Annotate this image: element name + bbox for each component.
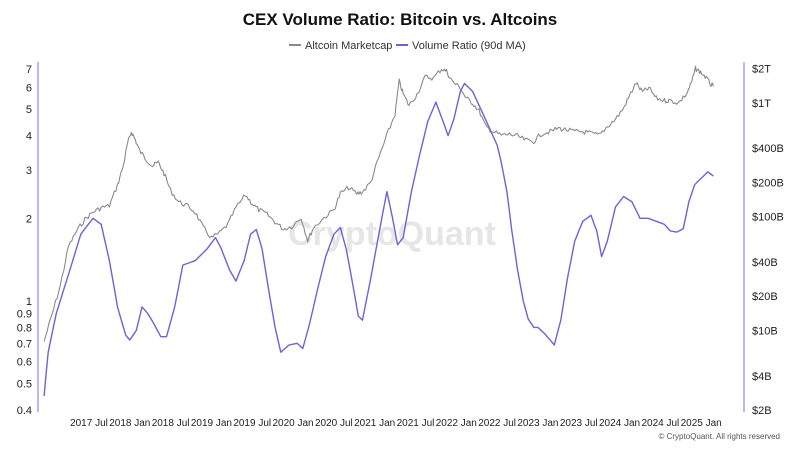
right-tick-label: $100B (752, 212, 784, 224)
left-tick-label: 1 (26, 296, 32, 308)
chart-title: CEX Volume Ratio: Bitcoin vs. Altcoins (243, 10, 558, 29)
left-tick-label: 0.8 (17, 322, 32, 334)
left-tick-label: 4 (26, 131, 32, 143)
left-tick-label: 7 (26, 64, 32, 76)
right-tick-label: $400B (752, 143, 784, 155)
copyright-footer: © CryptoQuant. All rights reserved (659, 432, 781, 441)
legend-label-volume-ratio: Volume Ratio (90d MA) (412, 40, 526, 52)
x-axis-ticks: 2017 Jul 2018 Jan 2018 Jul 2019 Jan 2019 Jul… (70, 418, 722, 429)
left-tick-label: 0.5 (17, 378, 32, 390)
x-tick-label: 2022 Jan (436, 418, 477, 429)
watermark: CryptoQuant (288, 215, 496, 253)
right-tick-label: $200B (752, 177, 784, 189)
legend-label-altcoin-marketcap: Altcoin Marketcap (305, 40, 392, 52)
x-tick-label: 2022 Jul (478, 418, 516, 429)
right-tick-label: $40B (752, 257, 778, 269)
x-tick-label: 2024 Jan (599, 418, 640, 429)
left-tick-label: 3 (26, 165, 32, 177)
x-tick-label: 2023 Jul (560, 418, 598, 429)
x-tick-label: 2017 Jul (70, 418, 108, 429)
right-tick-label: $2T (752, 64, 771, 76)
left-tick-label: 0.7 (17, 338, 32, 350)
right-axis-ticks: $2B $4B $10B $20B $40B $100B $200B $400B $1T $2T (752, 64, 784, 417)
left-tick-label: 5 (26, 104, 32, 116)
altcoin-marketcap-line (43, 65, 714, 342)
left-tick-label: 2 (26, 213, 32, 225)
left-tick-label: 0.4 (17, 405, 32, 417)
right-tick-label: $20B (752, 291, 778, 303)
left-axis-ticks: 0.4 0.5 0.6 0.7 0.8 0.91 2 3 4 5 6 7 (17, 64, 32, 417)
x-tick-label: 2021 Jul (397, 418, 435, 429)
right-tick-label: $1T (752, 98, 771, 110)
legend: Altcoin Marketcap Volume Ratio (90d MA) (289, 40, 526, 52)
left-tick-label: 6 (26, 82, 32, 94)
left-tick-label: 0.9 (17, 308, 32, 320)
x-tick-label: 2021 Jan (354, 418, 395, 429)
x-tick-label: 2023 Jan (517, 418, 558, 429)
right-tick-label: $10B (752, 325, 778, 337)
x-tick-label: 2019 Jul (233, 418, 271, 429)
x-tick-label: 2020 Jan (272, 418, 313, 429)
x-tick-label: 2018 Jul (152, 418, 190, 429)
x-tick-label: 2019 Jan (191, 418, 232, 429)
x-tick-label: 2018 Jan (109, 418, 150, 429)
x-tick-label: 2024 Jul (641, 418, 679, 429)
x-tick-label: 2025 Jan (681, 418, 722, 429)
x-tick-label: 2020 Jul (315, 418, 353, 429)
volume-ratio-line (43, 82, 714, 397)
right-tick-label: $4B (752, 371, 772, 383)
right-tick-label: $2B (752, 405, 772, 417)
left-tick-label: 0.6 (17, 357, 32, 369)
